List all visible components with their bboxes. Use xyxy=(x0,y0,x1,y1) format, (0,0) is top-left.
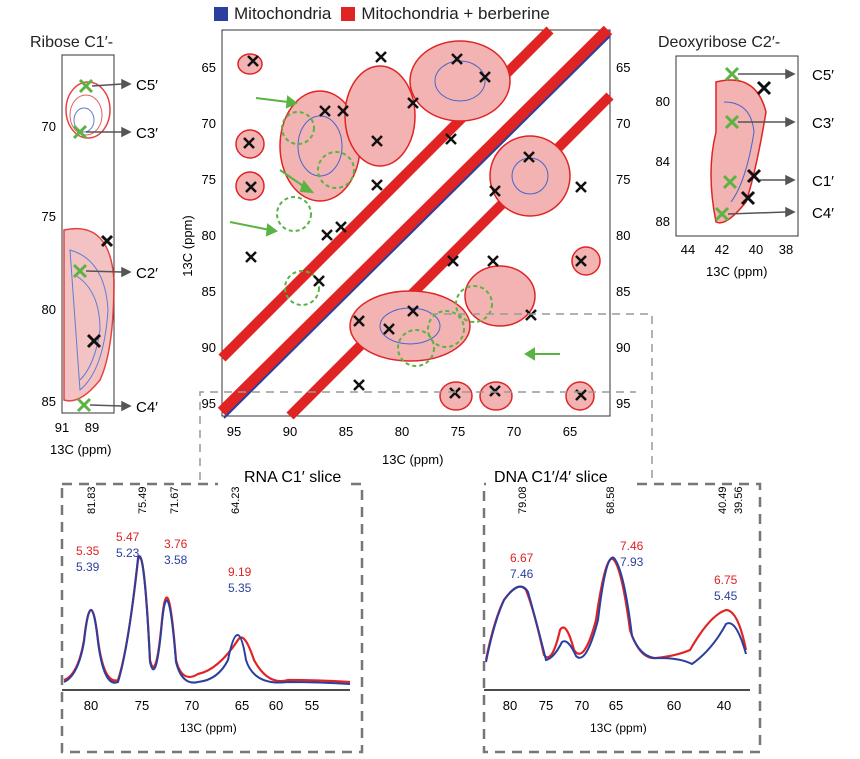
rna-slice-title: RNA C1′ slice xyxy=(244,469,341,486)
dna-red-value: 7.46 xyxy=(620,539,644,553)
deoxy-xtick: 40 xyxy=(749,242,763,257)
rna-xtick: 55 xyxy=(305,698,319,713)
deoxy-ytick: 84 xyxy=(656,154,670,169)
center-xtick: 85 xyxy=(339,424,353,439)
deoxy-xtick: 38 xyxy=(779,242,793,257)
deoxy-label-c4: C4′ xyxy=(812,205,834,222)
dna-red-value: 6.67 xyxy=(510,551,534,565)
dna-xtick: 70 xyxy=(575,698,589,713)
deoxyribose-title: Deoxyribose C2′- xyxy=(658,34,781,51)
rna-blue-value: 5.23 xyxy=(116,546,140,560)
center-xtick: 95 xyxy=(227,424,241,439)
rna-xtick: 80 xyxy=(84,698,98,713)
center-left-tick: 80 xyxy=(202,228,216,243)
dna-blue-value: 7.93 xyxy=(620,555,644,569)
center-left-tick: 85 xyxy=(202,284,216,299)
dna-peak-label: 40.49 xyxy=(717,486,729,514)
center-left-tick: 75 xyxy=(202,172,216,187)
rna-xtick: 70 xyxy=(185,698,199,713)
dna-xlabel: 13C (ppm) xyxy=(590,721,647,735)
center-right-tick: 90 xyxy=(616,340,630,355)
center-left-tick: 70 xyxy=(202,116,216,131)
center-xtick: 75 xyxy=(451,424,465,439)
center-right-tick: 85 xyxy=(616,284,630,299)
rna-red-value: 5.47 xyxy=(116,530,140,544)
ribose-label-c3: C3′ xyxy=(136,125,158,142)
rna-xtick: 75 xyxy=(135,698,149,713)
center-left-tick: 95 xyxy=(202,396,216,411)
dna-slice-title: DNA C1′/4′ slice xyxy=(494,469,608,486)
center-right-tick: 65 xyxy=(616,60,630,75)
dna-peak-label: 68.58 xyxy=(605,486,617,514)
center-xtick: 65 xyxy=(563,424,577,439)
ribose-label-c4: C4′ xyxy=(136,399,158,416)
dna-xtick: 75 xyxy=(539,698,553,713)
rna-peak-label: 75.49 xyxy=(137,486,149,514)
legend-item-mito-berberine: Mitochondria + berberine xyxy=(341,4,550,24)
rna-blue-value: 3.58 xyxy=(164,553,188,567)
ribose-ytick: 85 xyxy=(42,394,56,409)
ribose-label-c5: C5′ xyxy=(136,77,158,94)
deoxy-xlabel: 13C (ppm) xyxy=(706,264,767,279)
rna-peak-label: 71.67 xyxy=(169,486,181,514)
center-left-tick: 65 xyxy=(202,60,216,75)
center-ylabel: 13C (ppm) xyxy=(180,215,195,276)
rna-red-value: 5.35 xyxy=(76,544,100,558)
center-xlabel: 13C (ppm) xyxy=(382,452,443,467)
center-xtick: 80 xyxy=(395,424,409,439)
ribose-ytick: 75 xyxy=(42,209,56,224)
deoxy-xtick: 42 xyxy=(715,242,729,257)
rna-red-value: 9.19 xyxy=(228,565,252,579)
deoxy-ytick: 88 xyxy=(656,214,670,229)
dna-xtick: 80 xyxy=(503,698,517,713)
deoxy-label-c3: C3′ xyxy=(812,115,834,132)
dna-slice-panel: DNA C1′/4′ slice 79.08 68.58 40.49 39.56… xyxy=(482,464,762,754)
dna-peak-label: 79.08 xyxy=(517,486,529,514)
rna-peak-label: 64.23 xyxy=(230,486,242,514)
ribose-strip: C5′ C3′ C2′ C4′ 70 75 80 85 91 89 13C (p… xyxy=(42,54,158,457)
rna-xlabel: 13C (ppm) xyxy=(180,721,237,735)
rna-xtick: 60 xyxy=(269,698,283,713)
rna-blue-value: 5.39 xyxy=(76,560,100,574)
dna-xtick: 65 xyxy=(609,698,623,713)
dna-blue-value: 7.46 xyxy=(510,567,534,581)
rna-slice-panel: RNA C1′ slice 81.83 75.49 71.67 64.23 5.… xyxy=(60,464,364,754)
deoxyribose-strip: C5′ C3′ C1′ C4′ 80 84 88 44 42 40 38 13C… xyxy=(656,55,834,279)
ribose-label-c2: C2′ xyxy=(136,265,158,282)
center-xtick: 90 xyxy=(283,424,297,439)
center-left-tick: 90 xyxy=(202,340,216,355)
rna-peak-positions: 81.83 75.49 71.67 64.23 xyxy=(86,486,242,514)
center-xtick: 70 xyxy=(507,424,521,439)
center-right-tick: 75 xyxy=(616,172,630,187)
rna-red-value: 3.76 xyxy=(164,537,188,551)
deoxy-label-c1: C1′ xyxy=(812,173,834,190)
dna-blue-value: 5.45 xyxy=(714,589,738,603)
rna-xtick: 65 xyxy=(235,698,249,713)
rna-blue-value: 5.35 xyxy=(228,581,252,595)
ribose-xtick: 89 xyxy=(85,420,99,435)
deoxy-ytick: 80 xyxy=(656,94,670,109)
ribose-ytick: 80 xyxy=(42,302,56,317)
dna-peak-label: 39.56 xyxy=(733,486,745,514)
center-right-tick: 70 xyxy=(616,116,630,131)
center-spectrum: 65 70 75 80 85 90 95 65 70 75 80 85 90 9… xyxy=(180,26,630,467)
rna-peak-label: 81.83 xyxy=(86,486,98,514)
dna-xtick: 40 xyxy=(717,698,731,713)
dna-red-value: 6.75 xyxy=(714,573,738,587)
legend: Mitochondria Mitochondria + berberine xyxy=(214,4,550,24)
center-right-tick: 80 xyxy=(616,228,630,243)
dna-xtick: 60 xyxy=(667,698,681,713)
ribose-xtick: 91 xyxy=(55,420,69,435)
deoxy-xtick: 44 xyxy=(681,242,695,257)
ribose-title: Ribose C1′- xyxy=(30,34,114,51)
center-right-tick: 95 xyxy=(616,396,630,411)
ribose-ytick: 70 xyxy=(42,119,56,134)
legend-item-mito: Mitochondria xyxy=(214,4,331,24)
deoxy-label-c5: C5′ xyxy=(812,67,834,84)
ribose-xlabel: 13C (ppm) xyxy=(50,442,111,457)
